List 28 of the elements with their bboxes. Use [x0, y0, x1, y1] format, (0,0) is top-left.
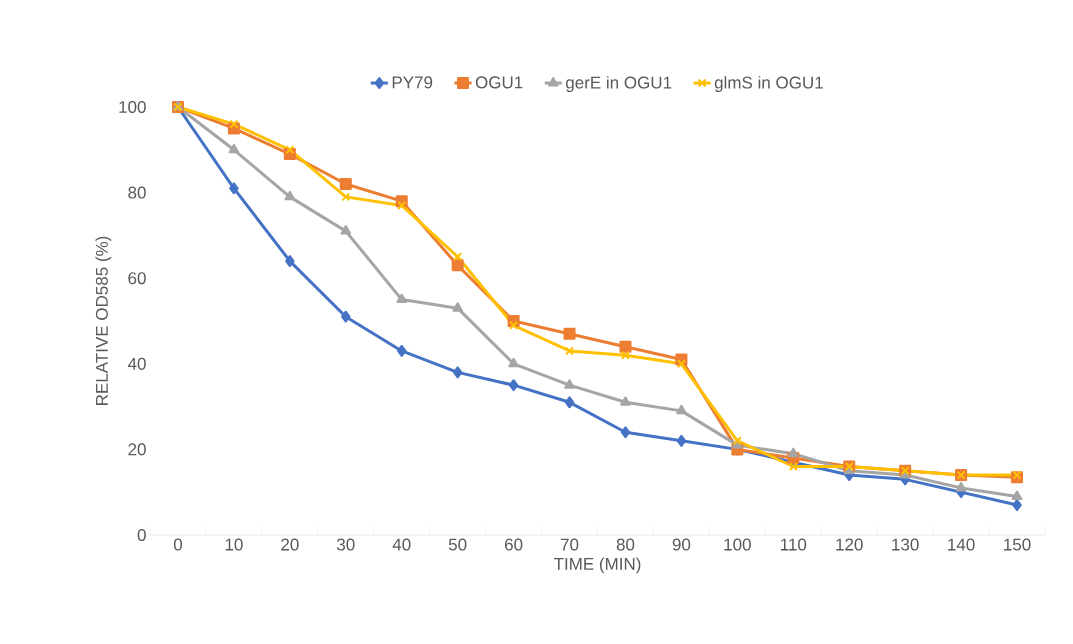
x-tick-label: 30 — [336, 538, 355, 551]
y-tick-label: 100 — [119, 100, 146, 114]
x-tick-label: 40 — [392, 538, 411, 551]
x-tick-label: 70 — [560, 538, 579, 551]
legend-label: gerE in OGU1 — [566, 76, 672, 92]
legend-label: PY79 — [392, 76, 433, 89]
x-tick-label: 60 — [505, 538, 523, 551]
x-tick-label: 50 — [448, 538, 467, 551]
x-tick-label: 100 — [724, 538, 751, 551]
x-tick-label: 80 — [616, 538, 635, 551]
x-tick-label: 90 — [672, 538, 691, 551]
x-tick-label: 120 — [836, 538, 863, 551]
x-tick-label: 140 — [948, 538, 975, 551]
y-axis-title: RELATIVE OD585 (%) — [95, 236, 112, 405]
y-tick-label: 40 — [127, 357, 146, 370]
legend-label: OGU1 — [475, 76, 523, 89]
legend-label: glmS in OGU1 — [714, 76, 823, 92]
y-tick-label: 80 — [128, 186, 146, 199]
x-tick-label: 150 — [1004, 538, 1031, 551]
y-tick-label: 20 — [128, 443, 146, 456]
x-tick-label: 130 — [892, 538, 919, 551]
x-tick-label: 110 — [781, 538, 807, 551]
x-tick-label: 0 — [173, 538, 183, 551]
x-tick-label: 20 — [281, 538, 299, 551]
x-tick-label: 10 — [225, 538, 243, 551]
x-axis-title: TIME (MIN) — [553, 557, 641, 574]
y-tick-label: 0 — [137, 528, 146, 542]
y-tick-label: 60 — [128, 272, 146, 285]
